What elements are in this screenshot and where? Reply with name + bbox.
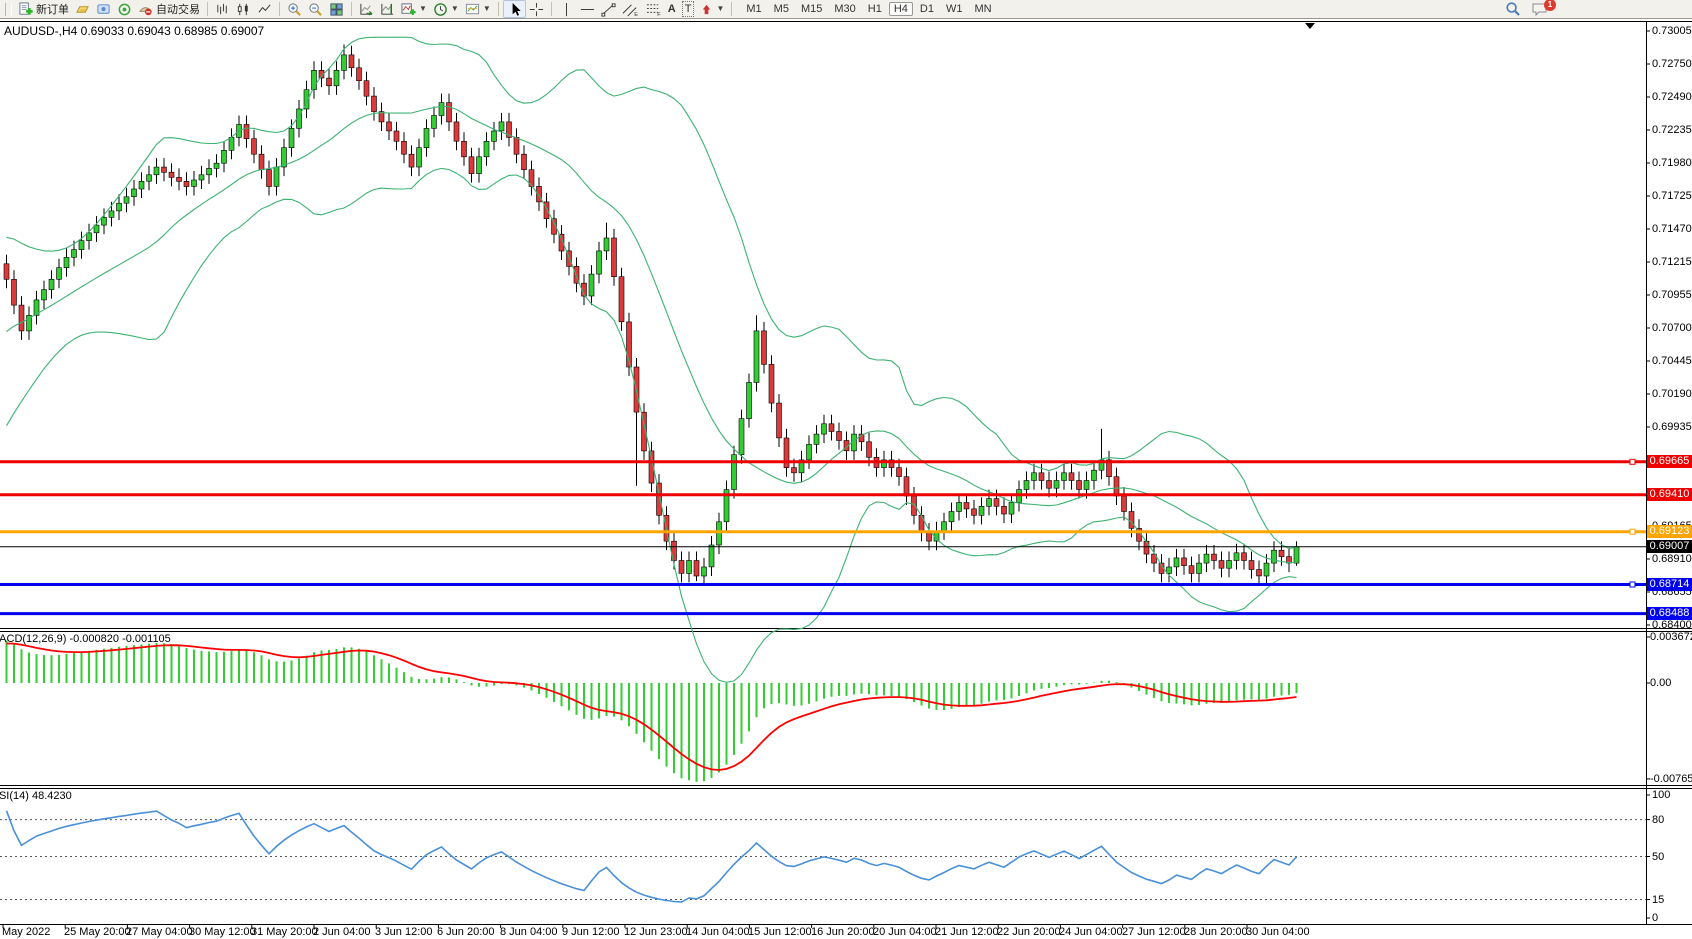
autotrading-label: 自动交易 <box>156 4 200 16</box>
timeframe-d1[interactable]: D1 <box>919 3 934 15</box>
bollinger-upper <box>6 36 1297 550</box>
bar-chart-button[interactable] <box>212 1 233 17</box>
timeframe-h1[interactable]: H1 <box>867 3 882 15</box>
gold-bar-icon <box>76 5 89 13</box>
timeframe-m15[interactable]: M15 <box>800 3 823 15</box>
zoom-out-button[interactable] <box>305 1 326 17</box>
templates-button[interactable]: ▼ <box>462 1 494 17</box>
candle-bodies <box>3 54 1300 577</box>
equidistant-channel-button[interactable]: E <box>619 1 642 17</box>
line-chart-icon <box>258 4 271 13</box>
toolbar-separator <box>550 2 552 16</box>
chart-shift-button[interactable] <box>377 1 398 17</box>
zoom-in-button[interactable] <box>284 1 305 17</box>
trendline-icon <box>601 2 616 17</box>
autotrading-button[interactable]: 自动交易 <box>135 1 203 17</box>
tile-windows-icon <box>330 2 343 16</box>
autotrading-icon <box>138 6 153 15</box>
notifications-button[interactable]: 1 <box>1528 0 1556 17</box>
toolbar-separator <box>207 2 208 16</box>
crosshair-button[interactable] <box>526 1 547 17</box>
market-watch-button[interactable] <box>72 1 93 17</box>
text-label-button[interactable]: T <box>679 1 698 17</box>
zoom-out-icon <box>309 2 322 16</box>
toolbar-grip[interactable] <box>5 2 12 16</box>
bollinger-lower <box>6 167 1297 683</box>
timeframe-m5[interactable]: M5 <box>773 3 789 15</box>
svg-text:F: F <box>657 12 661 17</box>
toolbar-right: 1 <box>1502 0 1556 17</box>
clock-icon <box>434 2 447 16</box>
chart-shift-icon <box>381 3 394 15</box>
new-order-button[interactable]: 新订单 <box>15 1 72 17</box>
horizontal-line-icon <box>580 8 594 10</box>
fibonacci-icon: F <box>646 3 661 17</box>
search-icon <box>1506 2 1520 16</box>
timeframe-m1[interactable]: M1 <box>746 3 762 15</box>
line-handle[interactable] <box>1629 458 1636 465</box>
virtual-hosting-button[interactable] <box>93 1 114 17</box>
dropdown-caret-icon: ▼ <box>419 4 427 13</box>
new-order-icon <box>19 1 33 15</box>
toolbar-separator <box>731 2 733 16</box>
cursor-icon <box>512 2 521 16</box>
horizontal-line-button[interactable] <box>577 1 598 17</box>
timeframe-toolbar: M1 M5 M15 M30 H1 H4 D1 W1 MN <box>740 2 997 16</box>
fibonacci-button[interactable]: F <box>642 1 665 17</box>
text-button[interactable]: A <box>665 1 679 17</box>
dropdown-caret-icon: ▼ <box>716 4 725 13</box>
text-label-icon: T <box>681 1 695 17</box>
line-handle[interactable] <box>1629 581 1636 588</box>
arrow-object-icon <box>703 4 711 14</box>
line-handle[interactable] <box>1629 528 1636 535</box>
toolbar-separator <box>351 2 352 16</box>
candle-wicks <box>6 44 1297 585</box>
candlestick-icon <box>237 3 248 15</box>
bollinger-middle <box>6 105 1297 564</box>
hosting-icon <box>97 3 110 14</box>
auto-scroll-button[interactable] <box>356 1 377 17</box>
candlestick-chart-button[interactable] <box>233 1 254 17</box>
signal-icon <box>118 3 131 15</box>
notification-badge: 1 <box>1544 0 1556 11</box>
tile-windows-button[interactable] <box>326 1 347 17</box>
timeframe-w1[interactable]: W1 <box>945 3 963 15</box>
trendline-button[interactable] <box>598 1 619 17</box>
arrows-button[interactable]: ▼ <box>697 1 727 17</box>
rsi-line <box>5 810 1298 903</box>
indicators-button[interactable]: ▼ <box>398 1 430 17</box>
bar-chart-icon <box>217 3 227 14</box>
macd-signal-line <box>6 642 1297 771</box>
toolbar-separator <box>279 2 280 16</box>
timeframe-mn[interactable]: MN <box>974 3 992 15</box>
vertical-line-button[interactable] <box>556 1 577 17</box>
timeframe-h4[interactable]: H4 <box>888 2 913 16</box>
channel-icon: E <box>622 3 638 17</box>
new-order-label: 新订单 <box>36 4 69 16</box>
toolbar-separator <box>497 2 499 16</box>
dropdown-caret-icon: ▼ <box>450 4 459 13</box>
text-icon: A <box>667 3 676 15</box>
cursor-button[interactable] <box>502 0 526 18</box>
periods-button[interactable]: ▼ <box>430 1 462 17</box>
dropdown-caret-icon: ▼ <box>482 4 491 13</box>
svg-text:E: E <box>634 12 638 17</box>
zoom-in-icon <box>288 2 301 16</box>
crosshair-icon <box>529 2 543 16</box>
toolbar: 新订单 自动交易 <box>0 0 1692 19</box>
template-icon <box>465 3 479 14</box>
search-button[interactable] <box>1502 1 1524 17</box>
macd-histogram <box>5 640 1298 782</box>
signals-button[interactable] <box>114 1 135 17</box>
auto-scroll-icon <box>360 3 373 15</box>
chart-shift-marker <box>1305 23 1315 29</box>
timeframe-m30[interactable]: M30 <box>834 3 856 15</box>
vertical-line-icon <box>565 2 567 16</box>
add-indicator-icon <box>401 2 416 15</box>
line-chart-button[interactable] <box>254 1 275 17</box>
